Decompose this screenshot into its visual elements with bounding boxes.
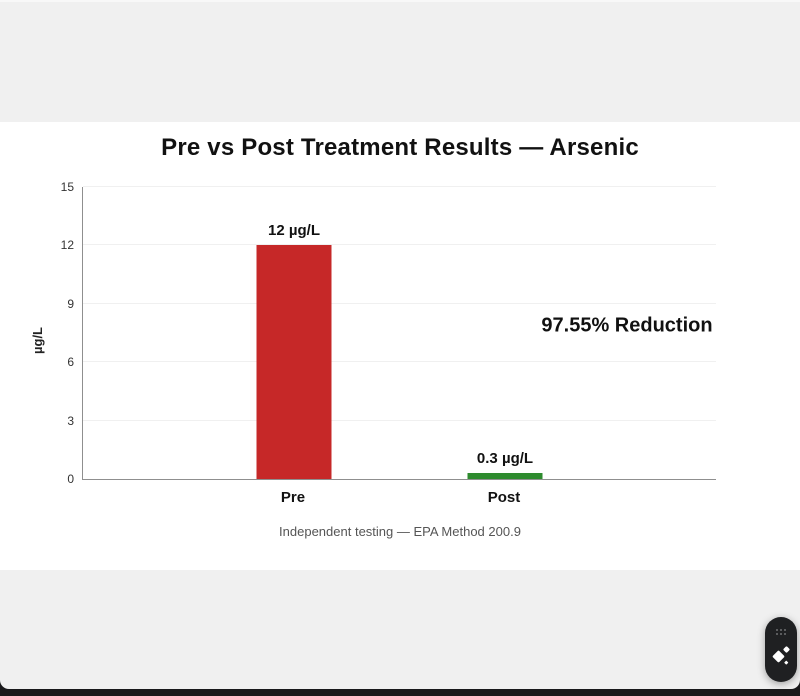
chart-caption: Independent testing — EPA Method 200.9 — [279, 524, 521, 539]
gridline — [83, 302, 716, 304]
x-category-label: Post — [487, 489, 521, 506]
y-axis-ticks: 0 3 6 9 12 15 — [0, 181, 74, 485]
sparkle-icon — [772, 645, 790, 665]
top-edge-highlight — [0, 0, 800, 2]
chart-title: Pre vs Post Treatment Results — Arsenic — [161, 134, 639, 161]
reduction-annotation: 97.55% Reduction — [541, 314, 713, 337]
drag-handle-dots-icon[interactable] — [776, 629, 786, 635]
y-tick-label: 12 — [60, 238, 74, 253]
bar-value-label: 0.3 µg/L — [476, 450, 534, 468]
bar-value-label: 12 µg/L — [268, 222, 320, 240]
gridline — [83, 419, 716, 421]
gridline — [83, 244, 716, 246]
y-tick-label: 15 — [60, 180, 74, 194]
y-axis-label: µg/L — [29, 327, 45, 354]
chart-card: Pre vs Post Treatment Results — Arsenic … — [0, 122, 800, 570]
gridline — [83, 361, 716, 363]
gridline — [83, 186, 716, 187]
y-tick-label: 9 — [67, 296, 74, 311]
y-tick-label: 3 — [67, 413, 74, 428]
bar-pre — [256, 245, 332, 479]
x-axis-ticks: Pre Post — [82, 490, 715, 510]
assistant-widget-button[interactable] — [765, 617, 797, 682]
y-tick-label: 0 — [67, 472, 74, 486]
x-category-label: Pre — [280, 489, 306, 506]
plot-area: 12 µg/L 0.3 µg/L — [82, 186, 716, 480]
bar-post — [467, 473, 543, 479]
y-tick-label: 6 — [67, 355, 74, 370]
